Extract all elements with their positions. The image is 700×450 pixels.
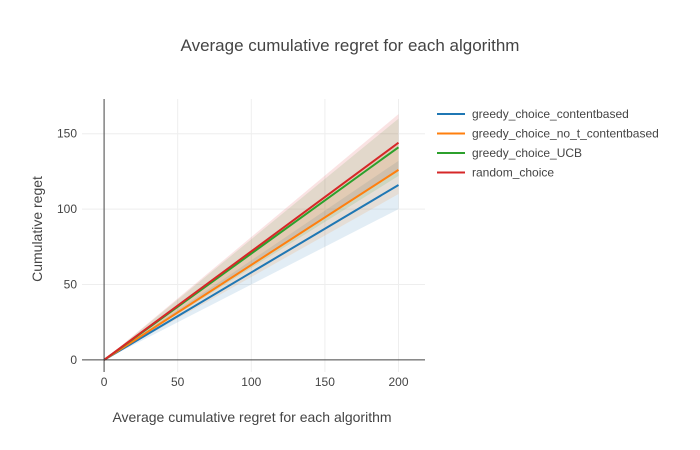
legend-item[interactable]: greedy_choice_UCB (437, 146, 582, 160)
x-tick-label: 0 (101, 375, 108, 389)
y-tick-labels: 0 50 100 150 (57, 127, 77, 367)
x-tick-labels: 0 50 100 150 200 (101, 375, 409, 389)
y-tick-label: 50 (64, 278, 78, 292)
series-line-1[interactable] (103, 169, 400, 361)
legend-label: greedy_choice_contentbased (472, 107, 629, 121)
x-tick-label: 50 (171, 375, 185, 389)
legend-label: greedy_choice_no_t_contentbased (472, 127, 659, 141)
x-tick-label: 100 (241, 375, 261, 389)
confidence-band-3 (104, 114, 399, 360)
chart-title: Average cumulative regret for each algor… (181, 36, 520, 55)
grid (82, 99, 425, 372)
y-tick-label: 100 (57, 202, 77, 216)
confidence-band-0 (104, 160, 399, 360)
y-axis-title: Cumulative reget (29, 176, 45, 282)
legend-item[interactable]: greedy_choice_no_t_contentbased (437, 127, 659, 141)
y-tick-label: 150 (57, 127, 77, 141)
x-tick-label: 200 (388, 375, 408, 389)
confidence-band-2 (104, 118, 399, 360)
series-lines (103, 141, 400, 361)
y-tick-label: 0 (70, 353, 77, 367)
legend-item[interactable]: greedy_choice_contentbased (437, 107, 629, 121)
x-axis-title: Average cumulative regret for each algor… (112, 409, 391, 425)
legend[interactable]: greedy_choice_contentbased greedy_choice_… (437, 107, 659, 180)
legend-item[interactable]: random_choice (437, 166, 554, 180)
legend-label: random_choice (472, 166, 554, 180)
series-line-3[interactable] (103, 141, 400, 361)
legend-label: greedy_choice_UCB (472, 146, 582, 160)
series-line-0[interactable] (103, 184, 400, 361)
x-tick-label: 150 (315, 375, 335, 389)
